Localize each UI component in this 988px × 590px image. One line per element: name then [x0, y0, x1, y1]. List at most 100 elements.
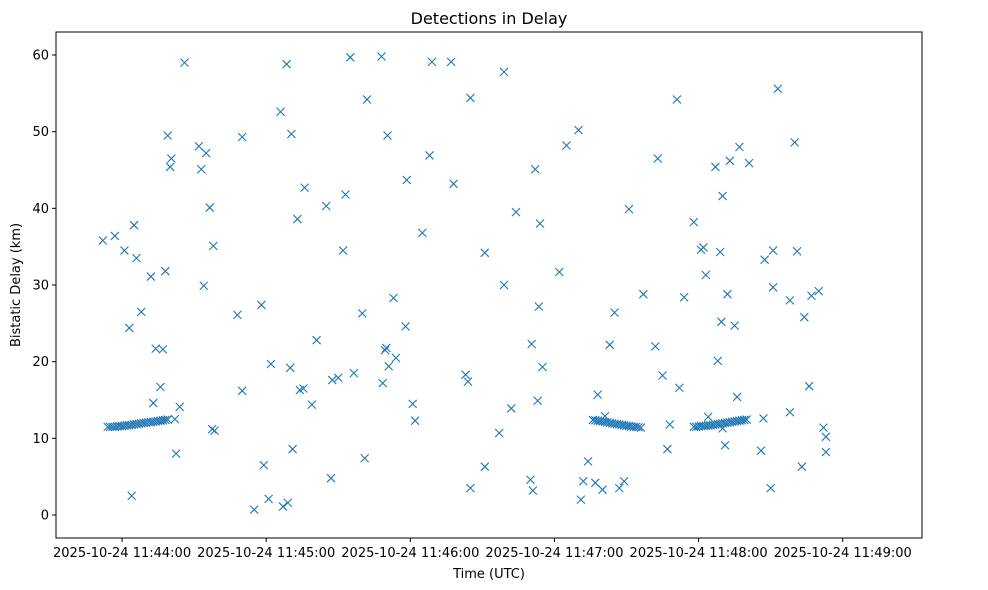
data-point: [463, 377, 473, 386]
data-points: [98, 52, 831, 515]
data-point: [98, 236, 108, 245]
x-tick-label: 2025-10-24 11:49:00: [774, 546, 912, 561]
data-point: [665, 420, 675, 429]
data-point: [797, 462, 807, 472]
data-point: [718, 191, 728, 201]
data-point: [425, 151, 434, 160]
data-point: [146, 272, 156, 281]
x-axis: 2025-10-24 11:44:00 2025-10-24 11:45:00 20…: [53, 538, 912, 561]
data-point: [759, 414, 768, 423]
data-point: [790, 138, 800, 147]
data-point: [619, 476, 629, 486]
data-point: [287, 129, 296, 139]
data-point: [360, 453, 370, 463]
data-point: [742, 415, 752, 424]
data-point: [288, 444, 298, 454]
y-tick-label: 50: [32, 125, 49, 140]
data-point: [718, 423, 728, 433]
data-point: [300, 183, 310, 193]
data-point: [533, 396, 543, 406]
data-point: [506, 404, 516, 413]
data-point: [725, 156, 735, 166]
data-point: [465, 93, 475, 103]
data-point: [590, 478, 600, 488]
data-point: [593, 390, 603, 400]
data-point: [717, 317, 726, 327]
data-point: [166, 154, 176, 163]
data-point: [201, 148, 211, 158]
data-point: [768, 246, 778, 255]
data-point: [327, 375, 337, 385]
data-point: [391, 353, 401, 363]
data-point: [785, 295, 795, 305]
data-point: [338, 246, 348, 255]
data-point: [638, 289, 648, 299]
data-point: [578, 476, 588, 486]
data-point: [341, 190, 350, 199]
data-point: [383, 131, 392, 140]
data-point: [321, 201, 331, 211]
data-point: [237, 132, 247, 142]
data-point: [494, 428, 504, 438]
x-tick-label: 2025-10-24 11:45:00: [197, 546, 335, 561]
data-point: [124, 323, 134, 333]
data-point: [362, 95, 372, 104]
data-point: [735, 142, 744, 152]
data-point: [377, 52, 386, 61]
data-point: [381, 343, 391, 353]
data-point: [210, 426, 219, 436]
data-point: [480, 462, 490, 472]
data-point: [526, 475, 535, 485]
data-point: [120, 246, 129, 255]
data-point: [170, 414, 180, 424]
data-point: [511, 207, 521, 217]
data-point: [807, 291, 816, 301]
data-point: [562, 141, 571, 150]
data-point: [384, 361, 394, 371]
data-point: [171, 449, 181, 459]
data-point: [257, 300, 266, 310]
data-point: [207, 424, 217, 434]
data-point: [266, 359, 276, 369]
data-point: [534, 302, 544, 311]
data-point: [785, 407, 795, 417]
data-point: [679, 292, 689, 302]
data-point: [232, 310, 242, 320]
data-point: [307, 400, 317, 409]
data-point: [792, 246, 802, 256]
data-point: [766, 483, 776, 493]
data-point: [723, 289, 732, 299]
data-point: [293, 214, 302, 224]
data-point: [446, 57, 456, 67]
data-point: [799, 312, 809, 322]
data-point: [285, 363, 295, 373]
data-point: [276, 107, 285, 117]
data-point: [158, 345, 168, 354]
data-point: [713, 356, 723, 366]
data-point: [282, 59, 292, 69]
data-point: [283, 498, 293, 508]
data-point: [538, 362, 547, 372]
data-point: [160, 266, 170, 276]
data-point: [196, 164, 206, 174]
data-point: [402, 175, 412, 185]
data-point: [674, 383, 684, 393]
y-tick-label: 10: [32, 432, 49, 447]
data-point: [760, 255, 770, 265]
data-point: [408, 399, 418, 409]
plot-frame: [55, 31, 923, 539]
y-tick-label: 60: [32, 49, 49, 64]
data-point: [711, 162, 720, 172]
data-point: [208, 241, 218, 251]
data-point: [378, 378, 388, 388]
data-point: [804, 381, 814, 391]
data-point: [156, 382, 165, 392]
data-point: [636, 423, 646, 432]
y-axis-label: Bistatic Delay (km): [9, 223, 24, 347]
data-point: [165, 162, 175, 172]
x-tick-label: 2025-10-24 11:48:00: [630, 546, 768, 561]
data-point: [554, 267, 564, 277]
data-point: [380, 345, 390, 355]
data-point: [278, 502, 288, 511]
